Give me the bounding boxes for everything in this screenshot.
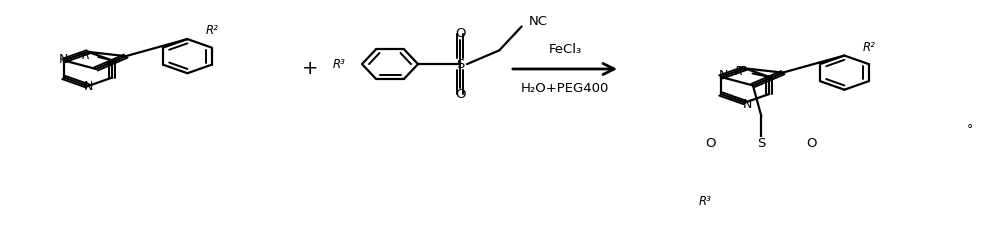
Text: O: O [455,88,465,101]
Text: N: N [743,98,752,111]
Text: S: S [456,58,464,71]
Text: R³: R³ [333,58,346,71]
Text: R²: R² [206,24,219,37]
Text: S: S [757,137,766,150]
Text: O: O [807,137,817,150]
Text: °: ° [967,123,973,136]
Text: R²: R² [863,40,876,54]
Text: O: O [706,137,716,150]
Text: R: R [82,49,90,62]
Text: O: O [455,27,465,40]
Text: +: + [302,59,318,79]
Text: NC: NC [529,15,548,28]
Text: N: N [83,80,93,93]
Text: N: N [719,69,728,82]
Text: FeCl₃: FeCl₃ [548,43,582,56]
Text: H₂O+PEG400: H₂O+PEG400 [521,82,609,95]
Text: N: N [59,53,68,66]
Text: R¹: R¹ [735,65,748,78]
Text: R³: R³ [699,195,712,208]
